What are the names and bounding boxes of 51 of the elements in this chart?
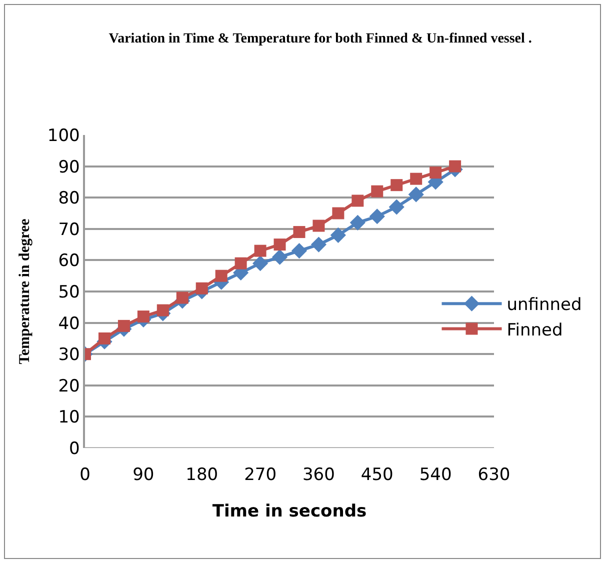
point bbox=[118, 320, 130, 332]
point bbox=[371, 185, 384, 198]
x-tick-label: 360 bbox=[302, 465, 335, 485]
point bbox=[137, 310, 150, 323]
point bbox=[272, 249, 288, 265]
y-tick-label: 10 bbox=[58, 408, 80, 428]
point bbox=[330, 227, 346, 243]
y-tick-label: 90 bbox=[58, 157, 80, 178]
point bbox=[369, 208, 385, 224]
y-tick-label: 80 bbox=[58, 188, 80, 209]
x-tick-label: 630 bbox=[478, 465, 510, 485]
x-tick-label: 270 bbox=[244, 465, 277, 485]
point bbox=[350, 214, 366, 230]
point bbox=[176, 292, 188, 304]
x-tick-label: 450 bbox=[360, 465, 394, 485]
point bbox=[293, 226, 306, 238]
point bbox=[291, 243, 308, 259]
x-axis-title: Time in seconds bbox=[212, 501, 367, 522]
point bbox=[234, 257, 247, 270]
point bbox=[332, 207, 344, 220]
y-tick-label: 20 bbox=[58, 376, 80, 396]
x-tick-label: 180 bbox=[186, 465, 218, 485]
point bbox=[98, 332, 110, 344]
point bbox=[196, 282, 208, 294]
point bbox=[430, 166, 442, 179]
point bbox=[274, 238, 286, 251]
legend-label: Finned bbox=[506, 320, 563, 340]
point bbox=[310, 236, 327, 252]
point bbox=[390, 179, 403, 192]
legend-label: unfinned bbox=[506, 295, 582, 316]
point bbox=[254, 244, 266, 257]
point bbox=[410, 172, 422, 185]
point bbox=[388, 199, 404, 215]
point bbox=[312, 220, 325, 232]
point bbox=[449, 160, 462, 172]
y-axis-title: Temperature in degree bbox=[17, 218, 34, 364]
y-tick-label: 100 bbox=[47, 126, 80, 146]
x-tick-label: 540 bbox=[419, 465, 452, 485]
point bbox=[352, 194, 364, 207]
y-tick-label: 50 bbox=[58, 282, 80, 302]
y-tick-label: 30 bbox=[58, 345, 80, 366]
y-tick-label: 0 bbox=[69, 438, 80, 459]
y-tick-label: 60 bbox=[58, 251, 80, 272]
y-tick-label: 40 bbox=[58, 314, 80, 334]
point bbox=[408, 186, 424, 202]
point bbox=[252, 256, 268, 272]
x-tick-label: 90 bbox=[132, 465, 154, 485]
point bbox=[156, 304, 169, 316]
y-tick-label: 70 bbox=[58, 220, 80, 240]
chart-title: Variation in Time & Temperature for both Finned & Un-finned vessel . bbox=[108, 31, 532, 46]
point bbox=[215, 270, 228, 282]
